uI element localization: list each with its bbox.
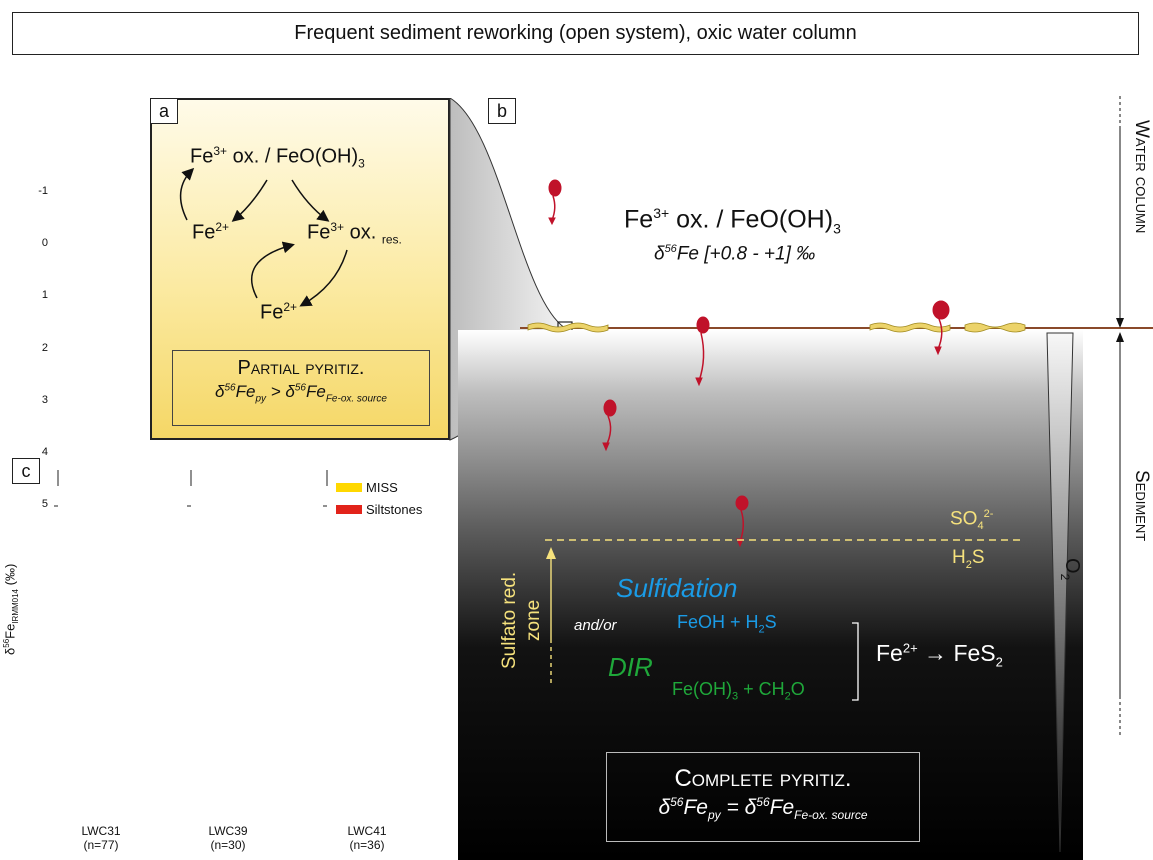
fe2-left-label: Fe2+ [192, 220, 230, 244]
panel-b-tag: b [488, 98, 516, 124]
fe2-fes2-label: Fe2+ → FeS2 [876, 640, 1003, 670]
particle-3 [932, 300, 950, 356]
fe2-bottom-label: Fe2+ [260, 300, 298, 324]
panel-a-tag: a [150, 98, 178, 124]
y-tick-label: -1 [38, 185, 48, 197]
complete-title: Complete pyritiz. [674, 765, 852, 792]
water-delta-label: δ56Fe [+0.8 - +1] ‰ [654, 243, 816, 265]
y-tick-label: 1 [41, 289, 48, 302]
sulfato-zone-arrow [546, 547, 556, 683]
sulfidation-label: Sulfidation [616, 573, 738, 603]
y-tick-label: 5 [41, 498, 48, 510]
diagram-title: Frequent sediment reworking (open system… [12, 12, 1139, 55]
dir-label: DIR [608, 652, 653, 682]
o2-gradient-wedge [1046, 332, 1074, 853]
fe3-ox-label: Fe3+ ox. / FeO(OH)3 [190, 144, 365, 171]
histogram-legend: MISS Siltstones [336, 480, 422, 517]
depth-scale [1116, 96, 1124, 736]
legend-swatch-miss [336, 483, 362, 492]
sulfate-h2s-boundary [545, 539, 1020, 541]
y-tick-label: 3 [41, 393, 48, 406]
sediment-water-interface [520, 322, 1153, 333]
feoh3-label: Fe(OH)3 + CH2O [672, 679, 805, 703]
particle-5 [735, 495, 749, 548]
partial-pyritization-box: Partial pyritiz. δ56Fepy > δ56FeFe-ox. s… [172, 350, 430, 426]
particle-1 [548, 179, 562, 226]
particle-4 [602, 399, 617, 452]
y-tick-label: 4 [41, 445, 48, 458]
so4-label: SO42- [950, 508, 994, 533]
water-column-label: Water column [1131, 120, 1152, 234]
feoh-h2s-label: FeOH + H2S [677, 612, 777, 636]
y-tick-label: 2 [41, 341, 48, 354]
fe3-res-label: Fe3+ ox. res. [307, 220, 402, 247]
panel-c-tag: c [12, 458, 40, 484]
h2s-label: H2S [952, 547, 985, 571]
sediment-block [458, 330, 1083, 860]
particle-2 [695, 316, 710, 387]
title-text: Frequent sediment reworking (open system… [294, 22, 857, 44]
legend-item-siltstones: Siltstones [336, 502, 422, 517]
site-label-lwc41: LWC41 (n=36) [347, 824, 387, 852]
iron-particles [548, 179, 950, 548]
partial-equation: δ56Fepy > δ56FeFe-ox. source [215, 382, 387, 405]
site-label-lwc39: LWC39 (n=30) [208, 824, 248, 852]
legend-item-miss: MISS [336, 480, 422, 495]
legend-swatch-siltstones [336, 505, 362, 514]
complete-pyritization-box: Complete pyritiz. δ56Fepy = δ56FeFe-ox. … [606, 752, 920, 842]
complete-equation: δ56Fepy = δ56FeFe-ox. source [658, 795, 868, 823]
partial-title: Partial pyritiz. [237, 357, 365, 379]
and-or-label: and/or [574, 617, 617, 634]
site-label-lwc31: LWC31 (n=77) [81, 824, 121, 852]
water-fe-label: Fe3+ ox. / FeO(OH)3 [624, 205, 841, 237]
sulfato-zone-label: Sulfato red. zone [499, 571, 544, 669]
y-tick-label: 0 [41, 237, 48, 250]
o2-label: O2 [1058, 558, 1083, 581]
panel-a: a Fe3+ ox. / FeO(OH)3 Fe2+ Fe3+ ox. res.… [150, 98, 450, 440]
sediment-label: Sediment [1131, 470, 1152, 542]
redox-cycle-arrows [179, 167, 348, 307]
delta56fe-histograms [54, 470, 328, 507]
reaction-bracket [852, 622, 859, 701]
